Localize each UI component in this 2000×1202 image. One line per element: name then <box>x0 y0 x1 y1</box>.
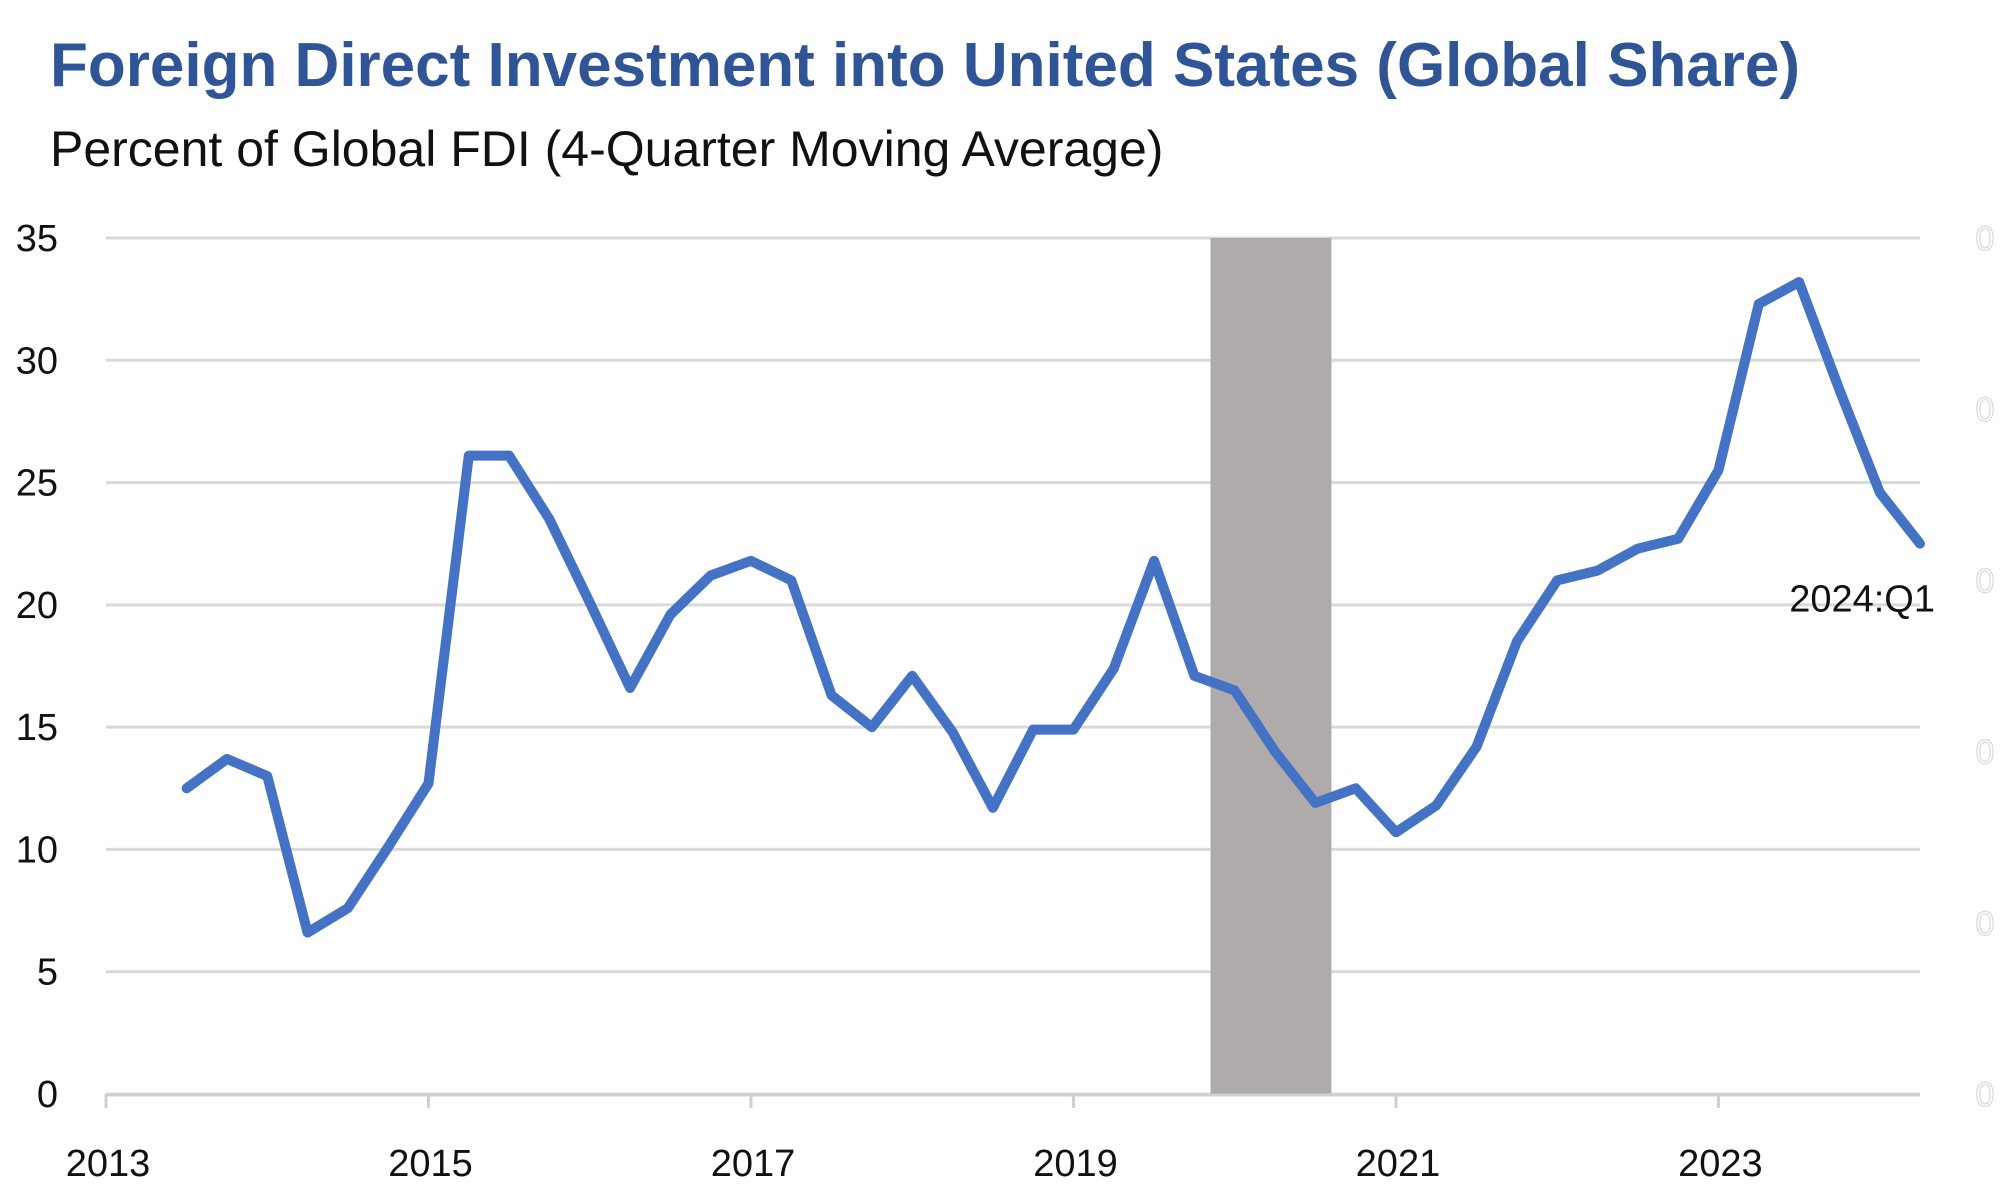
chart-subtitle: Percent of Global FDI (4-Quarter Moving … <box>50 121 1164 177</box>
y-tick-label: 30 <box>16 340 58 382</box>
right-axis-tick-label: 0 <box>1976 1076 1995 1114</box>
x-tick-label: 2019 <box>1033 1143 1118 1185</box>
right-axis-tick-label: 0 <box>1976 734 1995 772</box>
chart-title: Foreign Direct Investment into United St… <box>50 31 1801 100</box>
y-tick-label: 5 <box>37 952 58 994</box>
series-line <box>181 277 1925 938</box>
x-tick-label: 2023 <box>1678 1143 1763 1185</box>
y-tick-label: 35 <box>16 218 58 260</box>
y-tick-label: 25 <box>16 463 58 505</box>
y-tick-label: 15 <box>16 707 58 749</box>
right-axis-tick-label: 0 <box>1976 220 1995 258</box>
right-axis-tick-label: 0 <box>1976 905 1995 943</box>
y-tick-label: 0 <box>37 1074 58 1116</box>
x-tick-label: 2021 <box>1356 1143 1441 1185</box>
x-tick-label: 2013 <box>66 1143 151 1185</box>
right-axis-tick-label: 0 <box>1976 391 1995 429</box>
y-tick-label: 10 <box>16 829 58 871</box>
right-axis-tick-label: 0 <box>1976 562 1995 600</box>
y-tick-label: 20 <box>16 585 58 627</box>
recession-shade <box>1210 238 1332 1094</box>
x-tick-label: 2015 <box>388 1143 473 1185</box>
x-tick-label: 2017 <box>711 1143 796 1185</box>
last-point-annotation: 2024:Q1 <box>1789 579 1935 621</box>
